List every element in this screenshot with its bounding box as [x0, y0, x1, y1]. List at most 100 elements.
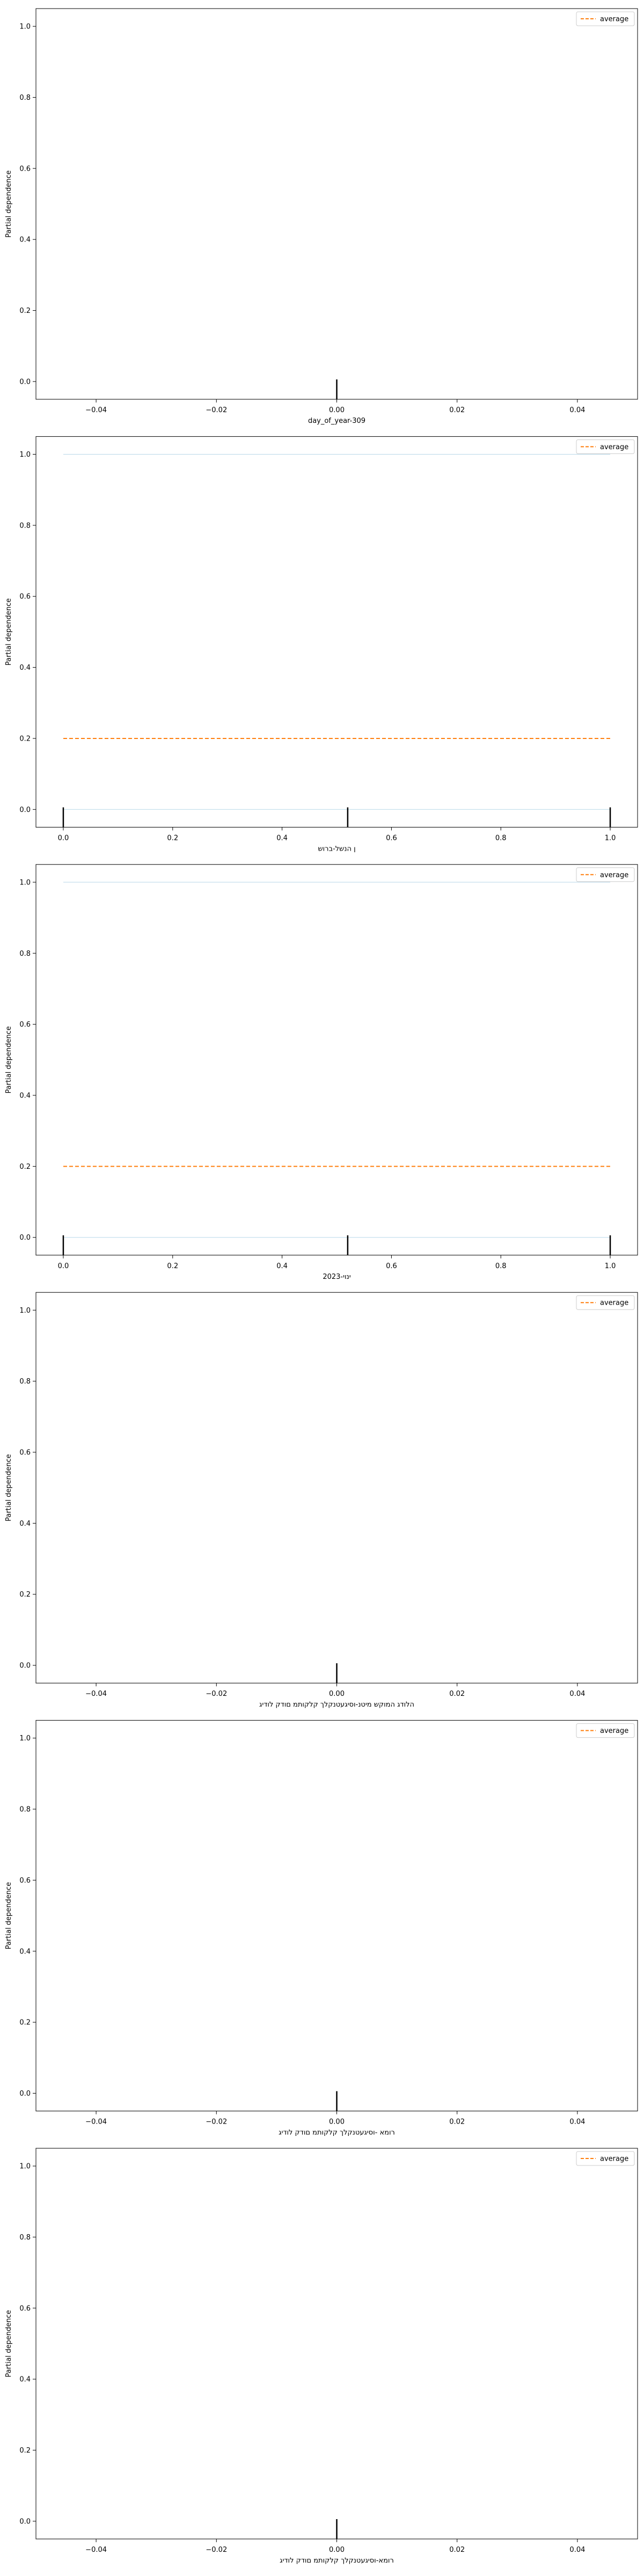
x-tick-label: 0.4 [276, 834, 288, 842]
x-tick-label: 1.0 [605, 834, 616, 842]
x-tick-label: 0.0 [58, 1262, 69, 1270]
y-tick-label: 0.6 [19, 1449, 31, 1457]
y-tick-label: 0.4 [19, 1520, 31, 1528]
axes-frame [35, 2148, 638, 2540]
y-tick-label: 0.4 [19, 2376, 31, 2384]
y-tick-label: 1.0 [19, 2163, 31, 2171]
chart-panel-4: −0.04 −0.02 0.00 0.02 0.04 0.0 0.2 0.4 0.6 0.8 1.0… [5, 1292, 638, 1709]
x-tick-label: −0.04 [85, 2546, 107, 2554]
y-tick-label: 1.0 [19, 1735, 31, 1743]
x-tick-label: 0.00 [329, 2546, 345, 2554]
legend: average [576, 11, 635, 26]
legend-average-label: average [600, 871, 628, 879]
x-tick-label: −0.02 [206, 1690, 227, 1698]
chart-panel-3: 0.0 0.2 0.4 0.6 0.8 1.0 0.0 0.2 0.4 0.6 0.8 1.0 ינוי… [5, 864, 638, 1281]
legend-box [576, 1295, 635, 1310]
x-tick-label: −0.02 [206, 406, 227, 414]
x-tick-label: 0.00 [329, 1690, 345, 1698]
y-tick-label: 0.8 [19, 2234, 31, 2242]
legend-box [576, 11, 635, 26]
axes-frame [35, 1720, 638, 2112]
y-tick-label: 0.2 [19, 2447, 31, 2455]
x-tick-label: 0.8 [495, 834, 507, 842]
x-axis-label: רומא -וסיגעטנקלך קלקותמ םודק לודיג [279, 2129, 395, 2137]
chart-panel-6: −0.04 −0.02 0.00 0.02 0.04 0.0 0.2 0.4 0.6 0.8 1.0… [5, 2148, 638, 2565]
x-tick-label: 0.00 [329, 2118, 345, 2126]
x-tick-label: 0.02 [449, 1690, 465, 1698]
legend: average [576, 867, 635, 882]
legend-box [576, 439, 635, 454]
y-tick-label: 1.0 [19, 23, 31, 31]
y-axis-label: Partial dependence [5, 170, 13, 237]
y-tick-label: 0.2 [19, 1591, 31, 1599]
y-tick-label: 0.6 [19, 165, 31, 173]
legend-average-label: average [600, 443, 628, 451]
x-axis-label: הלודג המוקש מיטנ-וסיגעטנקלך קלקותמ םודק … [259, 1701, 414, 1709]
y-tick-label: 1.0 [19, 1307, 31, 1315]
x-tick-label: −0.02 [206, 2546, 227, 2554]
x-tick-label: 0.02 [449, 2546, 465, 2554]
y-tick-label: 1.0 [19, 451, 31, 459]
y-tick-label: 0.6 [19, 2304, 31, 2312]
axes-frame [35, 436, 638, 828]
x-tick-label: 0.6 [386, 1262, 397, 1270]
axes-frame [35, 8, 638, 400]
x-axis-label: ינוי-2023 [323, 1273, 350, 1281]
legend: average [576, 439, 635, 454]
y-tick-label: 0.4 [19, 236, 31, 244]
x-tick-label: 0.04 [569, 1690, 585, 1698]
y-tick-label: 0.0 [19, 2518, 31, 2526]
y-axis-label: Partial dependence [5, 2310, 13, 2377]
legend: average [576, 1723, 635, 1738]
y-tick-label: 0.0 [19, 2090, 31, 2098]
x-tick-label: −0.02 [206, 2118, 227, 2126]
y-tick-label: 0.8 [19, 1806, 31, 1814]
legend-average-label: average [600, 1299, 628, 1307]
y-tick-label: 0.0 [19, 1234, 31, 1242]
x-tick-label: 0.00 [329, 406, 345, 414]
y-tick-label: 0.8 [19, 94, 31, 102]
y-tick-label: 0.6 [19, 593, 31, 601]
legend-average-label: average [600, 2155, 628, 2163]
y-tick-label: 0.0 [19, 378, 31, 386]
axes-frame [35, 1292, 638, 1684]
y-tick-label: 0.8 [19, 1378, 31, 1386]
y-tick-label: 0.4 [19, 1092, 31, 1100]
y-tick-label: 0.2 [19, 307, 31, 315]
y-axis-label: Partial dependence [5, 1026, 13, 1093]
y-tick-label: 0.8 [19, 522, 31, 530]
x-tick-label: 0.04 [569, 2118, 585, 2126]
y-tick-label: 0.8 [19, 950, 31, 958]
y-tick-label: 1.0 [19, 879, 31, 887]
x-tick-label: 0.2 [167, 834, 178, 842]
legend: average [576, 2151, 635, 2166]
x-tick-label: −0.04 [85, 406, 107, 414]
x-axis-label: ן הנשל-ברוש [318, 845, 355, 853]
x-tick-label: 0.0 [58, 834, 69, 842]
chart-panel-2: 0.0 0.2 0.4 0.6 0.8 1.0 0.0 0.2 0.4 0.6 0.8 1.0 ן הנ… [5, 436, 638, 853]
x-tick-label: 0.2 [167, 1262, 178, 1270]
y-tick-label: 0.6 [19, 1021, 31, 1029]
chart-panel-5: −0.04 −0.02 0.00 0.02 0.04 0.0 0.2 0.4 0.6 0.8 1.0… [5, 1720, 638, 2137]
legend-box [576, 1723, 635, 1738]
x-tick-label: 0.02 [449, 2118, 465, 2126]
y-axis-label: Partial dependence [5, 1454, 13, 1521]
legend-box [576, 2151, 635, 2166]
legend: average [576, 1295, 635, 1310]
y-tick-label: 0.2 [19, 735, 31, 743]
y-axis-label: Partial dependence [5, 1882, 13, 1949]
x-tick-label: 0.6 [386, 834, 397, 842]
x-axis-label: day_of_year-309 [308, 417, 365, 425]
y-tick-label: 0.4 [19, 1948, 31, 1956]
x-tick-label: 0.4 [276, 1262, 288, 1270]
x-tick-label: −0.04 [85, 2118, 107, 2126]
y-tick-label: 0.0 [19, 1662, 31, 1670]
x-axis-label: רומא-וסיגעטנקלך קלקותמ םודק לודיג [280, 2557, 394, 2565]
x-tick-label: 0.8 [495, 1262, 507, 1270]
axes-frame [35, 864, 638, 1256]
x-tick-label: 0.02 [449, 406, 465, 414]
y-tick-label: 0.6 [19, 1877, 31, 1885]
legend-average-label: average [600, 1727, 628, 1735]
y-tick-label: 0.2 [19, 1163, 31, 1171]
